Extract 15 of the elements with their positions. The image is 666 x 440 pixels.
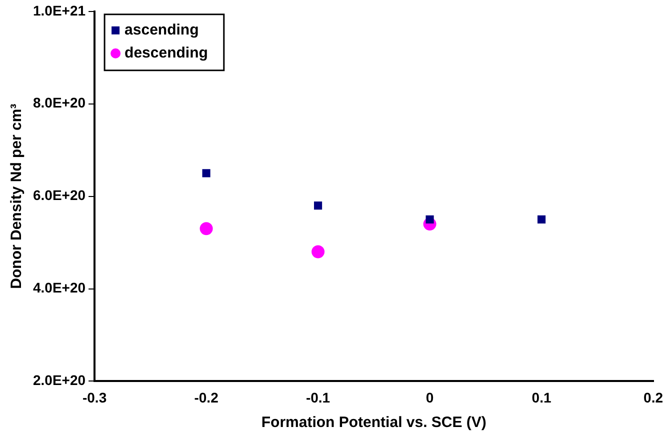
y-tick-label: 1.0E+21 — [32, 2, 86, 18]
y-tick-label: 6.0E+20 — [32, 187, 86, 204]
x-tick-label: -0.1 — [306, 389, 330, 406]
legend-label: descending — [124, 44, 208, 62]
x-tick-label: 0.2 — [644, 389, 664, 406]
x-tick-label: -0.3 — [82, 389, 107, 406]
y-axis-title: Donor Density Nd per cm³ — [8, 104, 26, 289]
y-tick-label: 4.0E+20 — [32, 280, 86, 296]
x-axis-title: Formation Potential vs. SCE (V) — [261, 414, 486, 432]
x-tick-label: -0.2 — [194, 389, 219, 406]
y-tick-label: 8.0E+20 — [32, 94, 86, 111]
x-tick-label: 0.1 — [532, 389, 552, 406]
x-tick-label: 0 — [426, 389, 434, 406]
y-tick-label: 2.0E+20 — [32, 372, 86, 388]
legend-label: ascending — [124, 22, 199, 39]
